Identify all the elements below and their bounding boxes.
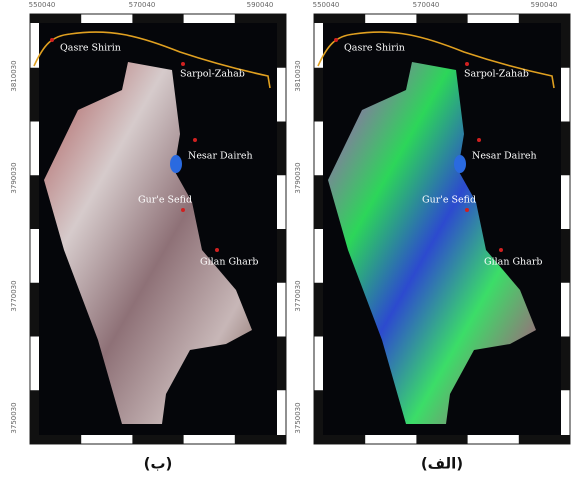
frame-block	[314, 435, 366, 444]
frame-block	[518, 435, 570, 444]
frame-block	[30, 67, 39, 122]
frame-block	[277, 336, 286, 391]
frame-block	[30, 435, 82, 444]
place-label: Sarpol-Zahab	[464, 69, 529, 80]
frame-block	[30, 282, 39, 337]
y-coordinate-label: 3790030	[10, 162, 18, 193]
frame-block	[30, 175, 39, 229]
frame-block	[30, 390, 39, 444]
frame-block	[416, 435, 468, 444]
place-label: Nesar Daireh	[188, 151, 253, 162]
place-label: Nesar Daireh	[472, 151, 537, 162]
y-coordinate-label: 3790030	[294, 162, 302, 193]
frame-block	[561, 336, 570, 391]
frame-block	[277, 14, 286, 68]
place-marker	[50, 38, 54, 42]
map-panel: Qasre Shirin Sarpol-Zahab Nesar Daireh Gur'…	[313, 13, 571, 445]
frame-block	[416, 14, 468, 23]
frame-block	[314, 175, 323, 229]
place-marker	[334, 38, 338, 42]
place-label: Gur'e Sefid	[138, 195, 192, 206]
frame-block	[561, 14, 570, 68]
frame-block	[518, 14, 570, 23]
place-label: Qasre Shirin	[344, 43, 405, 54]
map-panel: Qasre Shirin Sarpol-Zahab Nesar Daireh Gur'…	[29, 13, 287, 445]
place-marker	[181, 208, 185, 212]
satellite-image	[328, 62, 536, 424]
place-marker	[181, 62, 185, 66]
place-marker	[465, 62, 469, 66]
frame-block	[132, 14, 184, 23]
frame-block	[234, 14, 286, 23]
frame-block	[234, 435, 286, 444]
x-coordinate-label: 570040	[129, 1, 156, 9]
frame-block	[132, 435, 184, 444]
panel-caption: (ب)	[144, 455, 173, 473]
satellite-image	[44, 62, 252, 424]
frame-block	[30, 14, 82, 23]
place-label: Gilan Gharb	[200, 257, 258, 268]
y-coordinate-label: 3750030	[294, 402, 302, 433]
place-label: Gilan Gharb	[484, 257, 542, 268]
y-coordinate-label: 3750030	[10, 402, 18, 433]
frame-block	[314, 67, 323, 122]
frame-block	[277, 121, 286, 176]
place-marker	[465, 208, 469, 212]
place-label: Gur'e Sefid	[422, 195, 476, 206]
x-coordinate-label: 590040	[247, 1, 274, 9]
x-coordinate-label: 590040	[531, 1, 558, 9]
panel-caption: (الف)	[421, 455, 463, 473]
frame-block	[314, 390, 323, 444]
y-coordinate-label: 3770030	[294, 280, 302, 311]
place-label: Sarpol-Zahab	[180, 69, 245, 80]
frame-block	[277, 229, 286, 283]
frame-block	[314, 14, 366, 23]
frame-block	[561, 229, 570, 283]
y-coordinate-label: 3810030	[10, 60, 18, 91]
x-coordinate-label: 550040	[29, 1, 56, 9]
lake	[454, 155, 466, 173]
y-coordinate-label: 3810030	[294, 60, 302, 91]
place-marker	[477, 138, 481, 142]
y-coordinate-label: 3770030	[10, 280, 18, 311]
frame-block	[314, 282, 323, 337]
frame-block	[561, 121, 570, 176]
x-coordinate-label: 550040	[313, 1, 340, 9]
place-marker	[499, 248, 503, 252]
lake	[170, 155, 182, 173]
place-marker	[193, 138, 197, 142]
place-marker	[215, 248, 219, 252]
place-label: Qasre Shirin	[60, 43, 121, 54]
x-coordinate-label: 570040	[413, 1, 440, 9]
